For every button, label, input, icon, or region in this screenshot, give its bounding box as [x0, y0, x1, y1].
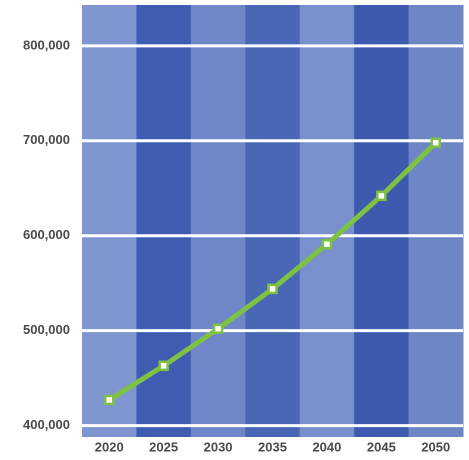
y-tick-label: 800,000 [23, 37, 70, 52]
x-tick-label: 2020 [95, 439, 124, 454]
marker [158, 360, 169, 372]
x-tick-label: 2045 [367, 439, 396, 454]
y-tick-label: 500,000 [23, 322, 70, 337]
y-tick-label: 400,000 [23, 417, 70, 432]
photo-band [82, 5, 137, 437]
x-tick-label: 2030 [204, 439, 233, 454]
marker [267, 283, 278, 295]
marker [376, 190, 387, 202]
x-tick-label: 2035 [258, 439, 287, 454]
photo-band [136, 5, 192, 437]
photo-band [190, 5, 246, 437]
x-tick-label: 2040 [312, 439, 341, 454]
photo-band [299, 5, 355, 437]
photo-band [245, 5, 301, 437]
background [82, 5, 464, 437]
y-tick-label: 700,000 [23, 132, 70, 147]
x-tick-label: 2050 [421, 439, 450, 454]
photo-band [408, 5, 464, 437]
photo-band [354, 5, 410, 437]
marker [212, 323, 224, 335]
marker [430, 137, 442, 148]
marker [103, 394, 115, 406]
marker [321, 239, 333, 250]
x-tick-label: 2025 [149, 439, 178, 454]
y-tick-label: 600,000 [23, 227, 70, 242]
